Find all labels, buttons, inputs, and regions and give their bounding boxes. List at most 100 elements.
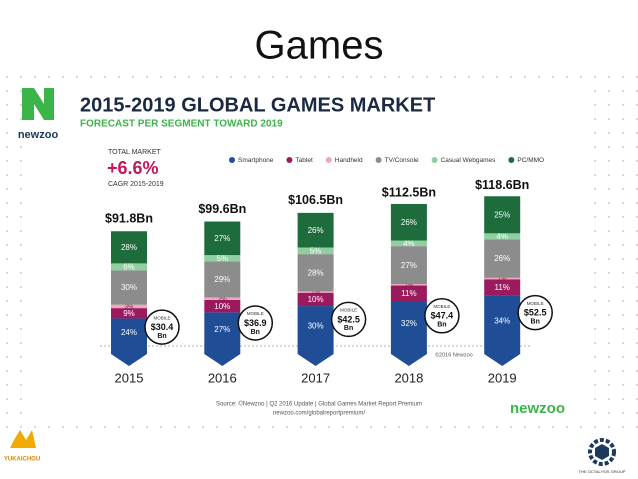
brand-logo: newzoo xyxy=(18,88,59,141)
mobile-value: $36.9 xyxy=(244,318,267,328)
bar-segment xyxy=(484,239,521,278)
mobile-value: $52.5 xyxy=(524,308,547,318)
total-label: $99.6Bn xyxy=(198,202,246,216)
mobile-label: MOBILE xyxy=(247,311,264,316)
legend-swatch xyxy=(325,157,332,163)
bar-segment xyxy=(111,308,147,319)
x-tick-label: 2016 xyxy=(208,370,237,385)
bar-segment xyxy=(204,312,241,346)
segment-label: 2% xyxy=(218,297,227,303)
bar-segment xyxy=(484,277,521,280)
cagr-note: CAGR 2015-2019 xyxy=(108,181,164,188)
total-label: $118.6Bn xyxy=(475,178,529,192)
segment-label: 28% xyxy=(121,243,137,252)
x-tick-label: 2015 xyxy=(115,370,144,385)
bar-segment xyxy=(297,247,334,255)
bar-segment xyxy=(111,231,147,264)
segment-label: 25% xyxy=(494,210,510,219)
copyright: ©2016 Newzoo xyxy=(435,351,473,358)
legend-label: TV/Console xyxy=(385,157,419,164)
mobile-unit: Bn xyxy=(157,333,166,340)
segment-label: 1% xyxy=(405,283,414,289)
mobile-value: $47.4 xyxy=(431,311,454,321)
segment-label: 32% xyxy=(401,319,417,328)
segment-label: 4% xyxy=(403,239,415,248)
segment-label: 26% xyxy=(494,254,510,263)
segment-label: 5% xyxy=(217,254,229,263)
bar-segment xyxy=(297,254,334,292)
bar-segment xyxy=(111,270,147,305)
mobile-badge xyxy=(330,301,367,338)
bar-segment xyxy=(204,261,241,298)
segment-label: 24% xyxy=(121,328,137,337)
segment-label: 11% xyxy=(494,283,509,292)
x-tick-label: 2018 xyxy=(394,370,423,385)
segment-label: 34% xyxy=(494,316,510,325)
segment-label: 28% xyxy=(308,268,324,277)
segment-label: 6% xyxy=(123,262,135,271)
segment-label: 10% xyxy=(308,295,324,304)
mobile-unit: Bn xyxy=(437,322,446,329)
mobile-unit: Bn xyxy=(251,329,260,336)
x-tick-label: 2019 xyxy=(488,370,517,385)
segment-label: 26% xyxy=(308,226,324,235)
bar-segment xyxy=(390,246,427,285)
mobile-badge xyxy=(144,309,180,345)
segment-label: 9% xyxy=(123,309,135,318)
segment-label: 11% xyxy=(401,289,416,298)
brand-name: newzoo xyxy=(18,129,59,141)
bar-chevron xyxy=(111,346,147,366)
legend-label: Handheld xyxy=(335,157,363,164)
mobile-unit: Bn xyxy=(344,325,353,332)
legend-label: Casual Webgames xyxy=(441,157,497,164)
segment-label: 29% xyxy=(214,275,230,284)
segment-label: 30% xyxy=(121,283,137,292)
segment-label: 26% xyxy=(401,218,417,227)
mobile-label: MOBILE xyxy=(433,304,450,309)
bar-segment xyxy=(484,196,521,234)
source-line: newzoo.com/globalreportpremium/ xyxy=(273,411,365,417)
segment-label: 5% xyxy=(310,246,322,255)
bar-segment xyxy=(390,301,427,346)
source-line: Source: ©Newzoo | Q2 2016 Update | Globa… xyxy=(216,401,422,408)
mobile-value: $42.5 xyxy=(337,314,360,324)
bar-segment xyxy=(204,255,241,262)
slide-title: Games xyxy=(255,24,384,68)
mobile-label: MOBILE xyxy=(527,301,544,306)
segment-label: 10% xyxy=(214,302,230,311)
total-label: $106.5Bn xyxy=(288,193,343,207)
left-logo-text: YUKAICHOU xyxy=(4,457,40,463)
brand-footer: newzoo xyxy=(510,400,565,417)
chart-title: 2015-2019 GLOBAL GAMES MARKET xyxy=(80,94,435,116)
legend-swatch xyxy=(286,157,293,163)
bar-segment xyxy=(111,304,147,309)
total-market-label: TOTAL MARKET xyxy=(108,149,161,156)
bar-segment xyxy=(111,263,147,271)
mobile-label: MOBILE xyxy=(340,308,357,313)
bar-segment xyxy=(484,295,521,346)
bar-segment xyxy=(390,284,427,286)
left-logo: YUKAICHOU xyxy=(4,430,40,463)
total-label: $91.8Bn xyxy=(105,212,153,226)
bar-segment xyxy=(204,297,241,300)
mobile-badge xyxy=(517,294,553,331)
segment-label: 27% xyxy=(214,325,230,334)
legend-swatch xyxy=(229,157,235,163)
bar-segment xyxy=(297,306,334,346)
bar-segment xyxy=(390,285,427,301)
bar-segment xyxy=(111,318,147,346)
segment-label: 1% xyxy=(311,290,320,296)
segment-label: 27% xyxy=(401,261,417,270)
segment-label: 3% xyxy=(125,304,134,310)
legend-swatch xyxy=(508,157,515,163)
segment-label: 27% xyxy=(214,234,230,243)
bar-segment xyxy=(297,291,334,293)
bar-segment xyxy=(484,233,521,240)
legend-swatch xyxy=(375,157,382,163)
mobile-value: $30.4 xyxy=(151,322,174,332)
cagr-value: +6.6% xyxy=(107,158,159,178)
bar-segment xyxy=(204,299,241,313)
mobile-label: MOBILE xyxy=(153,315,170,320)
